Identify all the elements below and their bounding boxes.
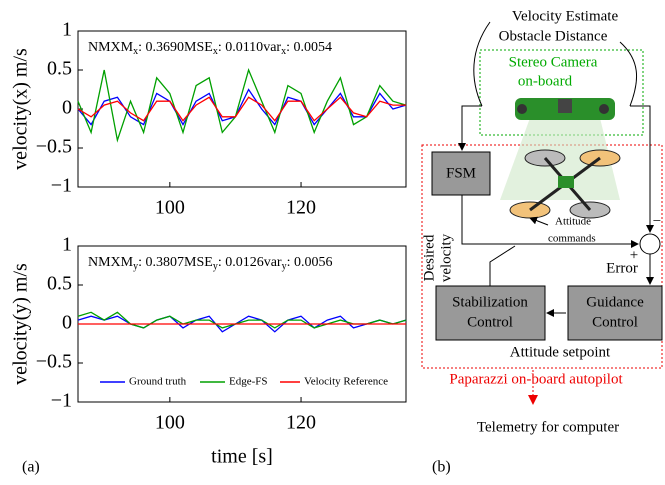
x-axis-title: time [s] <box>211 446 273 468</box>
output-label: Obstacle Distance <box>499 28 608 44</box>
annotation-sub: y <box>133 261 138 272</box>
guidance-label: Control <box>592 314 638 330</box>
y-tick-label: 0 <box>62 312 72 334</box>
y-axis-title: velocity(x) m/s <box>10 48 32 170</box>
x-tick-label: 100 <box>155 412 185 434</box>
minus-sign: − <box>653 213 661 229</box>
x-tick-label: 120 <box>286 412 316 434</box>
annotation-sub: x <box>281 46 286 57</box>
guidance-label: Guidance <box>586 294 644 310</box>
y-tick-label: 0 <box>62 97 72 119</box>
sum-junction <box>639 233 661 255</box>
stabilization-label: Stabilization <box>452 294 528 310</box>
x-tick-label: 100 <box>155 197 185 219</box>
annotation-name: var <box>264 255 282 270</box>
plus-sign: + <box>630 247 638 263</box>
panel-label: (a) <box>22 459 40 476</box>
legend-label: Ground truth <box>129 376 187 388</box>
y-tick-label: −0.5 <box>36 136 72 158</box>
annotation-sub: y <box>282 261 287 272</box>
camera-lens <box>517 104 527 114</box>
annotation: NMXMy: 0.3807MSEy: 0.0126vary: 0.0056 <box>88 255 332 272</box>
annotation-name: MSE <box>184 255 213 270</box>
commands-label: commands <box>548 233 596 245</box>
annotation-name: var <box>263 40 281 55</box>
y-tick-label: 0.5 <box>47 58 72 80</box>
camera-label: Stereo Camera <box>509 54 598 70</box>
legend-label: Velocity Reference <box>304 376 388 388</box>
annotation-value: : 0.0056 <box>287 255 333 270</box>
stabilization-box <box>435 285 546 341</box>
y-tick-label: −1 <box>51 390 72 412</box>
y-tick-label: −0.5 <box>36 351 72 373</box>
error-label: Error <box>606 260 638 276</box>
setpoint-label: Attitude setpoint <box>510 344 611 360</box>
diagram <box>421 21 663 405</box>
legend-label: Edge-FS <box>229 376 268 388</box>
annotation-value: : 0.0126 <box>218 255 264 270</box>
x-tick-label: 120 <box>286 197 316 219</box>
panel-label: (b) <box>432 459 451 476</box>
guidance-box <box>567 285 663 341</box>
y-tick-label: −1 <box>51 175 72 197</box>
commands-label: Attitude <box>555 216 591 228</box>
annotation-name: MSE <box>184 40 213 55</box>
autopilot-label: Paparazzi on-board autopilot <box>449 371 623 387</box>
series-line <box>77 96 406 122</box>
stabilization-label: Control <box>467 314 513 330</box>
y-tick-label: 0.5 <box>47 273 72 295</box>
annotation-sub: y <box>213 261 218 272</box>
output-label: Velocity Estimate <box>512 8 619 24</box>
desired-label: velocity <box>438 233 454 282</box>
annotation-sub: x <box>213 46 218 57</box>
y-tick-label: 1 <box>62 234 72 256</box>
annotation-value: : 0.0110 <box>218 40 263 55</box>
annotation-value: : 0.0054 <box>286 40 332 55</box>
fsm-box <box>431 151 491 196</box>
annotation: NMXMx: 0.3690MSEx: 0.0110varx: 0.0054 <box>88 40 332 57</box>
y-tick-label: 1 <box>62 19 72 41</box>
fsm-label: FSM <box>446 165 476 181</box>
camera-label: on-board <box>518 73 573 89</box>
desired-label: Desired <box>421 234 437 281</box>
y-axis-title: velocity(y) m/s <box>10 263 32 385</box>
diagram-text: Velocity Estimate Obstacle Distance Ster… <box>421 8 661 435</box>
telemetry-label: Telemetry for computer <box>477 419 619 435</box>
series-line <box>77 68 407 143</box>
annotation-value: : 0.3807 <box>138 255 184 270</box>
camera-lens <box>599 104 609 114</box>
arrows <box>458 21 654 317</box>
annotation-name: NMXM <box>88 40 134 55</box>
camera-chip <box>558 99 572 113</box>
annotation-name: NMXM <box>88 255 134 270</box>
drone <box>509 149 621 219</box>
annotation-value: : 0.3690 <box>138 40 184 55</box>
series-line <box>77 88 407 126</box>
annotation-sub: x <box>133 46 138 57</box>
